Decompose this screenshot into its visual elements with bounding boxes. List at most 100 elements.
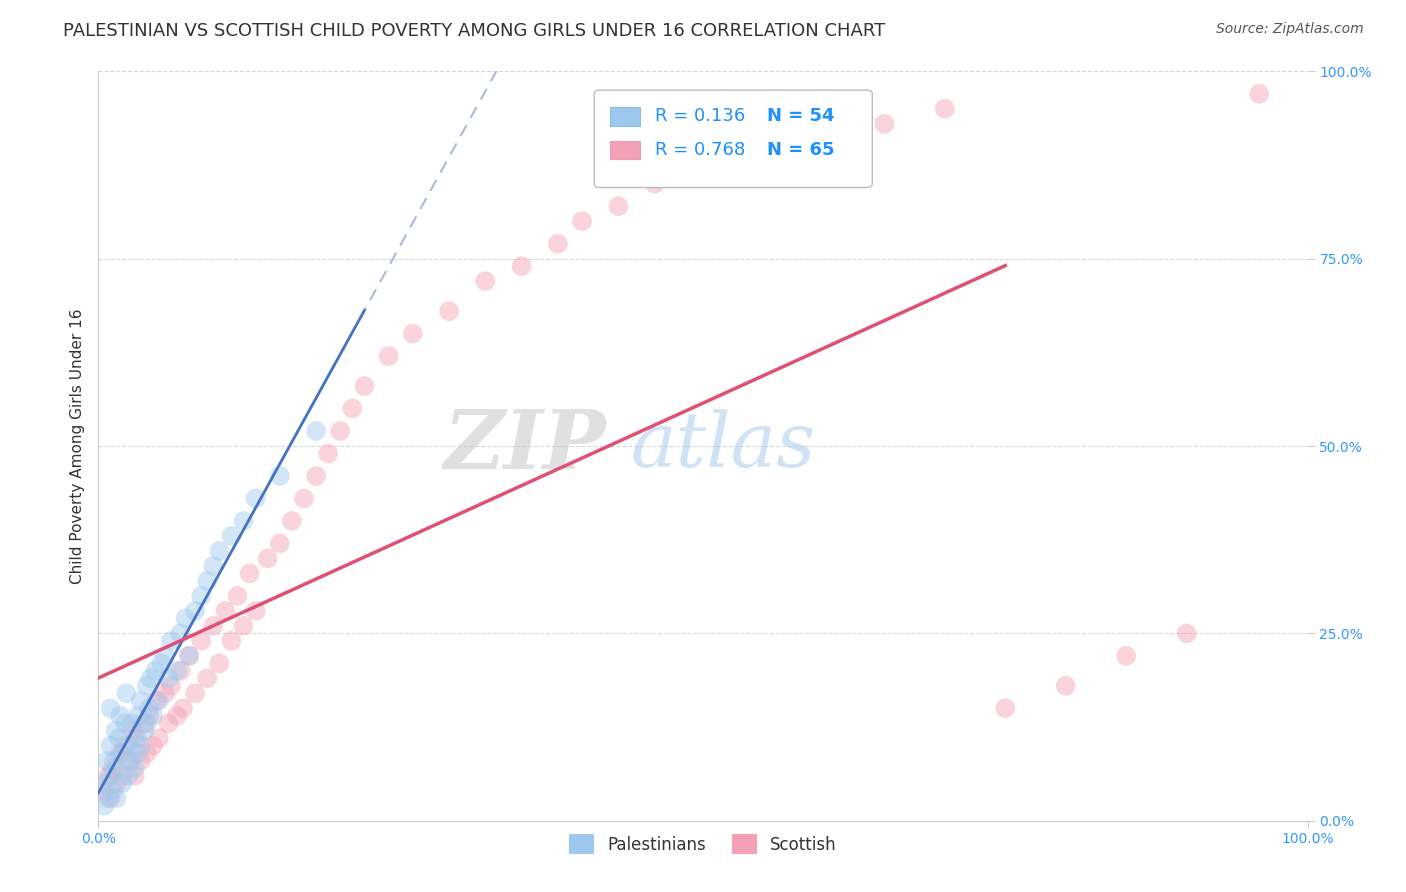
Point — [281, 514, 304, 528]
Point — [129, 754, 152, 768]
Text: N = 54: N = 54 — [768, 107, 835, 125]
Point — [93, 798, 115, 813]
Point — [402, 326, 425, 341]
Point — [124, 731, 146, 746]
Point — [172, 701, 194, 715]
Point — [195, 671, 218, 685]
Point — [1054, 679, 1077, 693]
FancyBboxPatch shape — [595, 90, 872, 187]
Point — [232, 514, 254, 528]
Point — [571, 214, 593, 228]
Text: R = 0.768: R = 0.768 — [655, 141, 745, 159]
Point — [93, 783, 115, 797]
Point — [232, 619, 254, 633]
Point — [329, 424, 352, 438]
Point — [305, 424, 328, 438]
Legend: Palestinians, Scottish: Palestinians, Scottish — [562, 828, 844, 861]
Point — [115, 686, 138, 700]
Point — [752, 146, 775, 161]
Point — [100, 739, 122, 753]
Point — [118, 739, 141, 753]
Point — [292, 491, 315, 506]
Point — [245, 604, 267, 618]
Point — [160, 633, 183, 648]
Point — [134, 723, 156, 738]
Point — [190, 633, 212, 648]
Point — [1115, 648, 1137, 663]
Point — [114, 716, 136, 731]
Point — [160, 679, 183, 693]
Point — [100, 701, 122, 715]
Point — [644, 177, 666, 191]
Point — [169, 626, 191, 640]
Point — [118, 754, 141, 768]
Point — [105, 761, 128, 775]
Point — [139, 671, 162, 685]
Point — [138, 701, 160, 715]
Point — [269, 536, 291, 550]
Point — [166, 708, 188, 723]
Point — [134, 716, 156, 731]
Text: Source: ZipAtlas.com: Source: ZipAtlas.com — [1216, 22, 1364, 37]
Point — [179, 648, 201, 663]
Point — [1249, 87, 1271, 101]
Point — [100, 769, 122, 783]
Point — [474, 274, 496, 288]
Point — [607, 199, 630, 213]
Point — [114, 739, 136, 753]
Point — [105, 791, 128, 805]
Point — [129, 694, 152, 708]
Point — [202, 619, 225, 633]
Point — [111, 769, 134, 783]
Point — [127, 746, 149, 760]
Point — [103, 754, 125, 768]
Point — [150, 657, 173, 671]
Point — [100, 791, 122, 805]
Point — [316, 446, 339, 460]
Point — [108, 746, 131, 760]
Point — [127, 708, 149, 723]
Point — [129, 739, 152, 753]
Point — [101, 783, 124, 797]
Text: PALESTINIAN VS SCOTTISH CHILD POVERTY AMONG GIRLS UNDER 16 CORRELATION CHART: PALESTINIAN VS SCOTTISH CHILD POVERTY AM… — [63, 22, 886, 40]
Point — [135, 679, 157, 693]
Point — [124, 769, 146, 783]
Point — [195, 574, 218, 588]
Point — [111, 746, 134, 760]
Point — [97, 791, 120, 805]
Point — [93, 776, 115, 790]
Point — [145, 694, 167, 708]
Point — [148, 694, 170, 708]
Point — [108, 708, 131, 723]
Point — [202, 558, 225, 573]
Point — [214, 604, 236, 618]
Point — [813, 132, 835, 146]
Bar — [610, 141, 640, 160]
Point — [1175, 626, 1198, 640]
Point — [221, 529, 243, 543]
Point — [353, 379, 375, 393]
Point — [184, 604, 207, 618]
Point — [127, 731, 149, 746]
Point — [135, 716, 157, 731]
Text: R = 0.136: R = 0.136 — [655, 107, 745, 125]
Point — [124, 761, 146, 775]
Point — [221, 633, 243, 648]
Point — [934, 102, 956, 116]
Point — [256, 551, 278, 566]
Point — [873, 117, 896, 131]
Point — [153, 686, 176, 700]
Point — [142, 739, 165, 753]
Point — [96, 754, 118, 768]
Point — [179, 648, 201, 663]
Point — [437, 304, 460, 318]
Point — [153, 648, 176, 663]
Point — [692, 161, 714, 176]
Point — [97, 769, 120, 783]
Point — [208, 544, 231, 558]
Point — [157, 671, 180, 685]
Point — [121, 723, 143, 738]
Point — [148, 731, 170, 746]
Point — [239, 566, 262, 581]
Point — [994, 701, 1017, 715]
